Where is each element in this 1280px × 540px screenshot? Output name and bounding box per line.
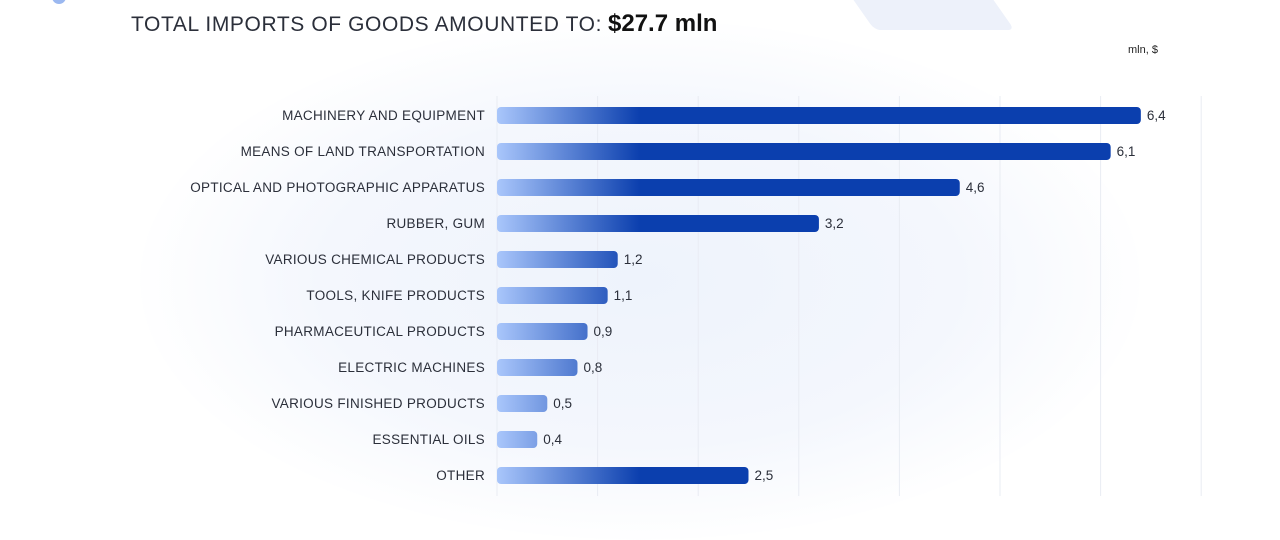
- value-label: 1,1: [614, 288, 633, 303]
- title-prefix: TOTAL IMPORTS OF GOODS AMOUNTED TO:: [131, 13, 603, 36]
- value-label: 0,5: [553, 396, 572, 411]
- value-label: 0,4: [543, 432, 562, 447]
- category-label: MACHINERY AND EQUIPMENT: [282, 108, 485, 123]
- value-label: 6,4: [1147, 108, 1166, 123]
- category-label: OTHER: [436, 468, 485, 483]
- bar: [497, 431, 538, 448]
- value-label: 0,8: [583, 360, 602, 375]
- category-label: MEANS OF LAND TRANSPORTATION: [241, 144, 485, 159]
- value-label: 1,2: [624, 252, 643, 267]
- bar: [497, 143, 1111, 160]
- category-label: VARIOUS CHEMICAL PRODUCTS: [265, 252, 485, 267]
- bar: [497, 323, 588, 340]
- value-label: 6,1: [1117, 144, 1136, 159]
- value-label: 3,2: [825, 216, 844, 231]
- bar: [497, 215, 819, 232]
- background-glow: [140, 20, 1140, 540]
- value-label: 2,5: [755, 468, 774, 483]
- category-label: TOOLS, KNIFE PRODUCTS: [306, 288, 485, 303]
- bar: [497, 251, 618, 268]
- bar: [497, 395, 548, 412]
- bars: MACHINERY AND EQUIPMENT 6,4 MEANS OF LAND …: [190, 107, 1166, 484]
- bar: [497, 467, 749, 484]
- category-label: VARIOUS FINISHED PRODUCTS: [271, 396, 485, 411]
- value-label: 0,9: [594, 324, 613, 339]
- category-label: ELECTRIC MACHINES: [338, 360, 485, 375]
- bar: [497, 287, 608, 304]
- category-label: OPTICAL AND PHOTOGRAPHIC APPARATUS: [190, 180, 485, 195]
- bar: [497, 359, 578, 376]
- bar-chart: MACHINERY AND EQUIPMENT 6,4 MEANS OF LAND …: [190, 96, 1202, 496]
- total-amount: $27.7 mln: [608, 10, 718, 37]
- bar: [497, 107, 1141, 124]
- value-label: 4,6: [966, 180, 985, 195]
- logo-icon: [52, 0, 66, 4]
- chart-title: TOTAL IMPORTS OF GOODS AMOUNTED TO: $27.7…: [131, 10, 717, 38]
- bar: [497, 179, 960, 196]
- category-label: RUBBER, GUM: [386, 216, 485, 231]
- unit-label: mln, $: [1128, 44, 1158, 56]
- category-label: ESSENTIAL OILS: [373, 432, 486, 447]
- category-label: PHARMACEUTICAL PRODUCTS: [275, 324, 485, 339]
